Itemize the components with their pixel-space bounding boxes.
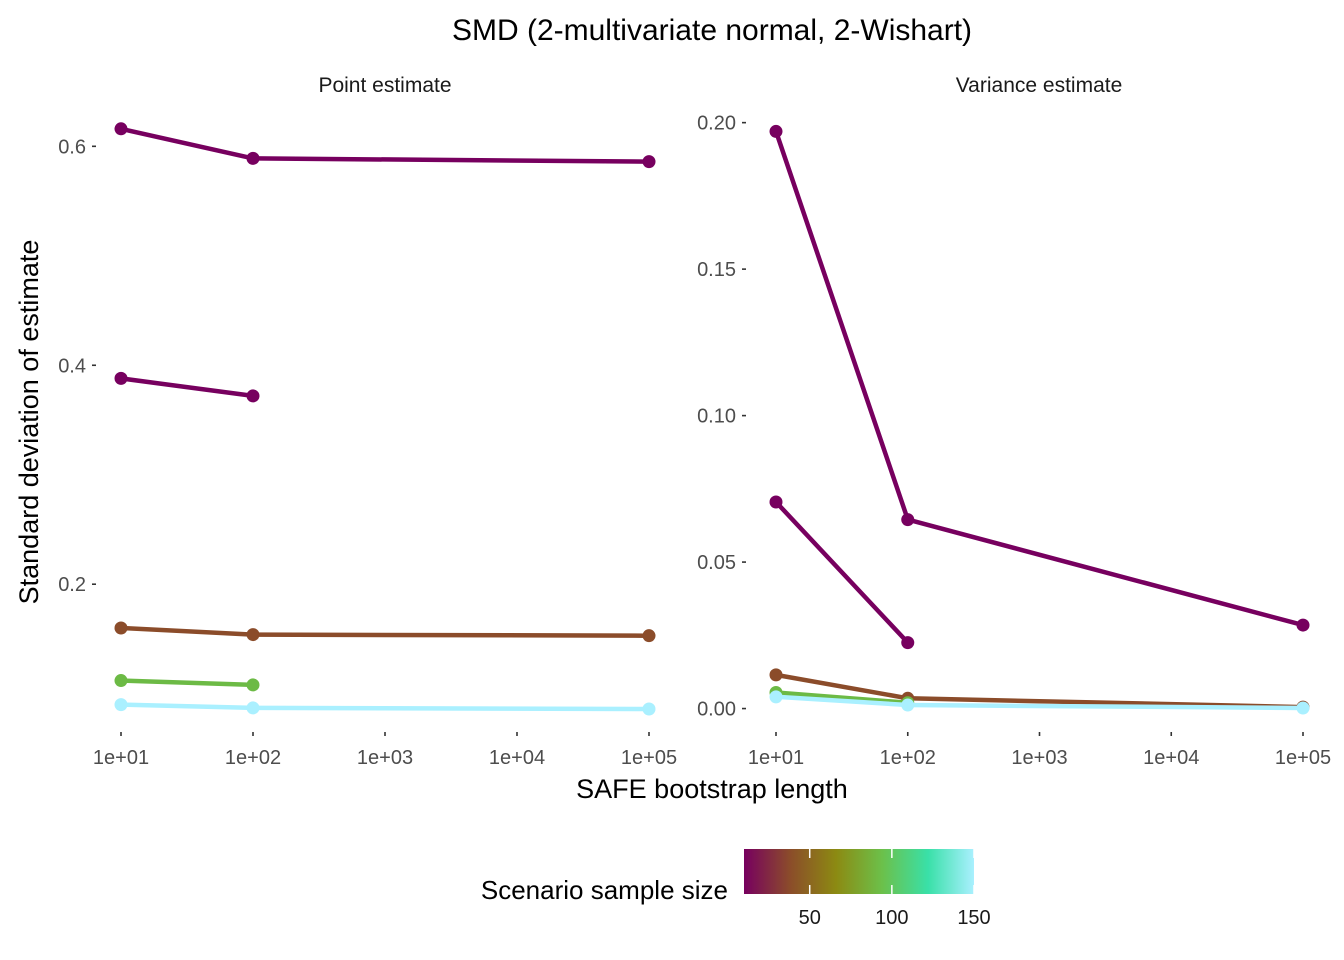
y-tick-label: 0.05 xyxy=(697,552,736,574)
x-tick-label: 1e+03 xyxy=(357,747,413,769)
x-axis-title: SAFE bootstrap length xyxy=(576,774,848,804)
colorbar-tick-label: 50 xyxy=(799,907,821,929)
x-tick-label: 1e+02 xyxy=(880,747,936,769)
x-tick-label: 1e+05 xyxy=(621,747,677,769)
y-tick-label: 0.10 xyxy=(697,406,736,428)
y-tick-label: 0.15 xyxy=(697,259,736,281)
data-point xyxy=(769,124,783,138)
legend-title: Scenario sample size xyxy=(481,875,728,905)
y-axis-variance-estimate: 0.00 0.05 0.10 0.15 0.20 xyxy=(697,113,746,721)
y-tick-label: 0.20 xyxy=(697,113,736,135)
series-line xyxy=(118,702,652,712)
data-point xyxy=(769,668,783,682)
data-point xyxy=(246,151,260,165)
y-axis-title: Standard deviation of estimate xyxy=(14,240,44,605)
colorbar-tick-label: 150 xyxy=(957,907,990,929)
data-point xyxy=(1296,701,1310,715)
data-point xyxy=(246,701,260,715)
data-point xyxy=(769,495,783,509)
series-group-variance-estimate xyxy=(769,124,1310,715)
x-tick-label: 1e+02 xyxy=(225,747,281,769)
data-point xyxy=(114,621,128,635)
data-point xyxy=(769,690,783,704)
y-tick-label: 0.2 xyxy=(58,574,86,596)
x-axis-point-estimate: 1e+01 1e+02 1e+03 1e+04 1e+05 xyxy=(93,732,677,769)
data-point xyxy=(1296,618,1310,632)
data-point xyxy=(246,389,260,403)
x-axis-variance-estimate: 1e+01 1e+02 1e+03 1e+04 1e+05 xyxy=(748,732,1331,769)
x-tick-label: 1e+03 xyxy=(1011,747,1067,769)
y-tick-label: 0.6 xyxy=(58,136,86,158)
data-point xyxy=(901,698,915,712)
data-point xyxy=(901,636,915,650)
series-line xyxy=(773,499,911,645)
series-line xyxy=(773,129,1306,628)
y-tick-label: 0.00 xyxy=(697,699,736,721)
panel-variance-estimate: Variance estimate 0.00 0.05 0.10 0.15 0.20 1… xyxy=(697,74,1331,769)
data-point xyxy=(642,155,656,169)
data-point xyxy=(642,702,656,716)
colorbar xyxy=(744,849,974,894)
data-point xyxy=(114,371,128,385)
panel-point-estimate: Point estimate 0.2 0.4 0.6 1e+01 1e+02 1e+03… xyxy=(58,74,677,769)
colorbar-ticks: 50 100 150 xyxy=(799,849,991,929)
data-point xyxy=(246,678,260,692)
strip-label-point-estimate: Point estimate xyxy=(318,74,451,97)
data-point xyxy=(901,513,915,527)
y-axis-point-estimate: 0.2 0.4 0.6 xyxy=(58,136,96,596)
data-point xyxy=(246,628,260,642)
data-point xyxy=(114,698,128,712)
strip-label-variance-estimate: Variance estimate xyxy=(956,74,1123,97)
colorbar-tick-label: 100 xyxy=(875,907,908,929)
y-tick-label: 0.4 xyxy=(58,355,86,377)
series-line xyxy=(773,690,911,705)
data-point xyxy=(642,629,656,643)
x-tick-label: 1e+05 xyxy=(1275,747,1331,769)
x-tick-label: 1e+01 xyxy=(93,747,149,769)
series-line xyxy=(118,376,256,399)
series-line xyxy=(118,625,652,638)
colorbar-legend: Scenario sample size 50 100 150 xyxy=(481,849,991,929)
series-line xyxy=(118,126,652,164)
series-group-point-estimate xyxy=(114,122,656,716)
data-point xyxy=(114,674,128,688)
series-line xyxy=(118,678,256,688)
chart-title: SMD (2-multivariate normal, 2-Wishart) xyxy=(452,14,972,47)
data-point xyxy=(114,122,128,136)
x-tick-label: 1e+04 xyxy=(489,747,545,769)
x-tick-label: 1e+01 xyxy=(748,747,804,769)
x-tick-label: 1e+04 xyxy=(1143,747,1199,769)
